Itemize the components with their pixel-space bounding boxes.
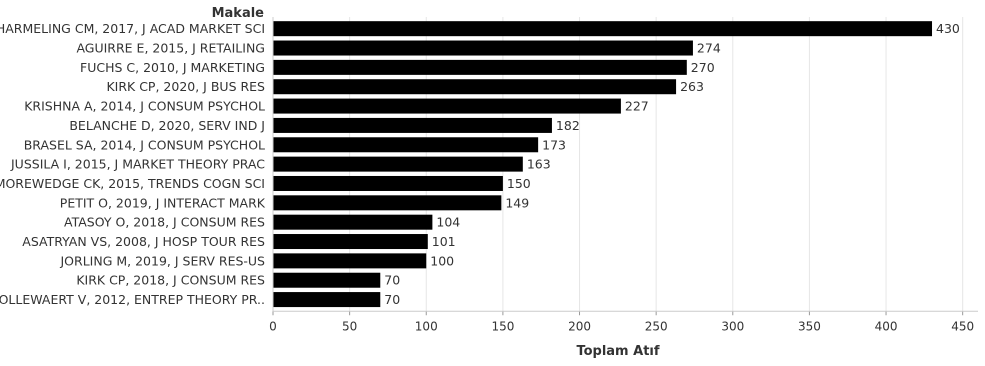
x-tick-label: 250 (645, 319, 668, 333)
value-label: 182 (556, 118, 580, 133)
x-tick-label: 150 (491, 319, 514, 333)
value-label: 274 (697, 41, 721, 56)
value-label: 430 (936, 21, 960, 36)
category-label: AGUIRRE E, 2015, J RETAILING (76, 41, 265, 56)
value-label: 149 (505, 195, 529, 210)
value-label: 100 (430, 253, 454, 268)
x-tick-label: 50 (342, 319, 357, 333)
x-tick-label: 450 (951, 319, 974, 333)
category-label: HARMELING CM, 2017, J ACAD MARKET SCI (0, 21, 265, 36)
value-label: 104 (436, 215, 460, 230)
category-label: FUCHS C, 2010, J MARKETING (80, 60, 265, 75)
x-axis-title: Toplam Atıf (576, 344, 659, 359)
x-tick-label: 400 (875, 319, 898, 333)
bar (273, 40, 693, 56)
category-label: BRASEL SA, 2014, J CONSUM PSYCHOL (24, 137, 265, 152)
x-tick-label: 350 (798, 319, 821, 333)
bar (273, 21, 933, 37)
category-label: BELANCHE D, 2020, SERV IND J (69, 118, 265, 133)
value-label: 101 (432, 234, 456, 249)
bar (273, 175, 503, 191)
axis-layer: 0 50 100 150 200 250 300 350 400 450 (269, 17, 978, 333)
value-label: 270 (691, 60, 715, 75)
label-layer: HARMELING CM, 2017, J ACAD MARKET SCI 430… (0, 21, 960, 307)
x-tick-label: 200 (568, 319, 591, 333)
value-label: 70 (384, 273, 400, 288)
value-label: 163 (527, 157, 551, 172)
bar (273, 117, 552, 133)
bar (273, 156, 523, 172)
category-label: JUSSILA I, 2015, J MARKET THEORY PRAC (10, 157, 265, 172)
bar (273, 253, 427, 269)
category-label: ASATRYAN VS, 2008, J HOSP TOUR RES (22, 234, 265, 249)
category-label: JORLING M, 2019, J SERV RES-US (60, 253, 266, 268)
bar (273, 234, 428, 250)
bar-layer (273, 21, 933, 308)
value-label: 173 (542, 137, 566, 152)
x-tick-label: 300 (721, 319, 744, 333)
bar (273, 79, 677, 95)
value-label: 70 (384, 292, 400, 307)
bar (273, 137, 539, 153)
bar (273, 195, 502, 211)
category-label: COLLEWAERT V, 2012, ENTREP THEORY PR.. (0, 292, 265, 307)
category-label: PETIT O, 2019, J INTERACT MARK (60, 195, 266, 210)
bar (273, 214, 433, 230)
bar (273, 272, 381, 288)
bar (273, 59, 687, 75)
category-label: KIRK CP, 2020, J BUS RES (106, 79, 265, 94)
category-label: MOREWEDGE CK, 2015, TRENDS COGN SCI (0, 176, 265, 191)
x-tick-label: 0 (269, 319, 277, 333)
category-label: KIRK CP, 2018, J CONSUM RES (76, 273, 265, 288)
category-header: Makale (212, 6, 265, 21)
value-label: 263 (680, 79, 704, 94)
value-label: 150 (507, 176, 531, 191)
bar (273, 98, 621, 114)
category-label: KRISHNA A, 2014, J CONSUM PSYCHOL (24, 99, 265, 114)
bar (273, 292, 381, 308)
x-tick-label: 100 (415, 319, 438, 333)
category-label: ATASOY O, 2018, J CONSUM RES (64, 215, 265, 230)
value-label: 227 (625, 99, 649, 114)
